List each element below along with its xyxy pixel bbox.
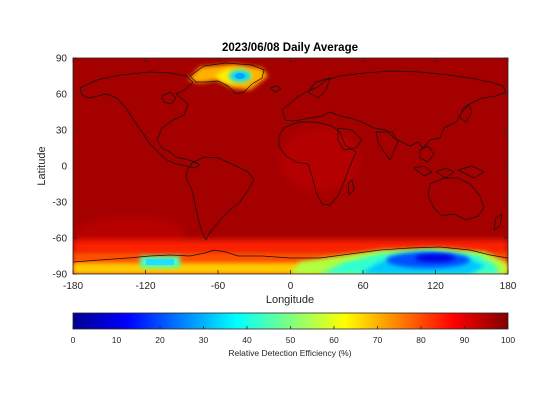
y-tick-label: 90 <box>56 54 68 65</box>
colorbar-ticks: 0 10 20 30 40 50 60 70 80 90 100 <box>71 326 515 345</box>
y-tick-label: -30 <box>53 198 68 209</box>
x-tick-label: -60 <box>211 281 226 292</box>
x-tick-label: -180 <box>63 281 83 292</box>
colorbar-label: Relative Detection Efficiency (%) <box>228 348 351 358</box>
y-tick-label: 0 <box>61 162 67 173</box>
chart-title: 2023/06/08 Daily Average <box>222 42 358 54</box>
colorbar-tick-label: 60 <box>329 335 339 345</box>
x-tick-label: 0 <box>288 281 294 292</box>
colorbar-tick-label: 20 <box>155 335 165 345</box>
y-axis-label: Latitude <box>36 146 48 185</box>
x-tick-label: 180 <box>500 281 517 292</box>
y-tick-label: -60 <box>53 234 68 245</box>
plot-area: -180 -120 -60 0 60 120 180 90 60 30 0 -30 -60 -90 <box>53 54 517 293</box>
colorbar-tick-label: 0 <box>71 335 76 345</box>
colorbar-tick-label: 90 <box>460 335 470 345</box>
y-tick-label: 60 <box>56 90 68 101</box>
colorbar-tick-label: 50 <box>286 335 296 345</box>
x-tick-label: -120 <box>135 281 155 292</box>
colorbar: 0 10 20 30 40 50 60 70 80 90 100 Relative Detectio… <box>71 312 515 358</box>
colorbar-tick-label: 80 <box>416 335 426 345</box>
coastlines <box>73 62 508 263</box>
x-tick-label: 60 <box>357 281 369 292</box>
colorbar-tick-label: 100 <box>501 335 515 345</box>
heatmap-regions <box>73 64 508 274</box>
y-tick-label: 30 <box>56 126 68 137</box>
x-axis-label: Longitude <box>266 294 314 306</box>
x-axis: -180 -120 -60 0 60 120 180 <box>63 58 517 292</box>
colorbar-tick-label: 10 <box>112 335 122 345</box>
x-tick-label: 120 <box>427 281 444 292</box>
colorbar-tick-label: 30 <box>199 335 209 345</box>
y-axis: 90 60 30 0 -30 -60 -90 <box>53 54 508 281</box>
y-tick-label: -90 <box>53 270 68 281</box>
colorbar-tick-label: 40 <box>242 335 252 345</box>
colorbar-tick-label: 70 <box>373 335 383 345</box>
